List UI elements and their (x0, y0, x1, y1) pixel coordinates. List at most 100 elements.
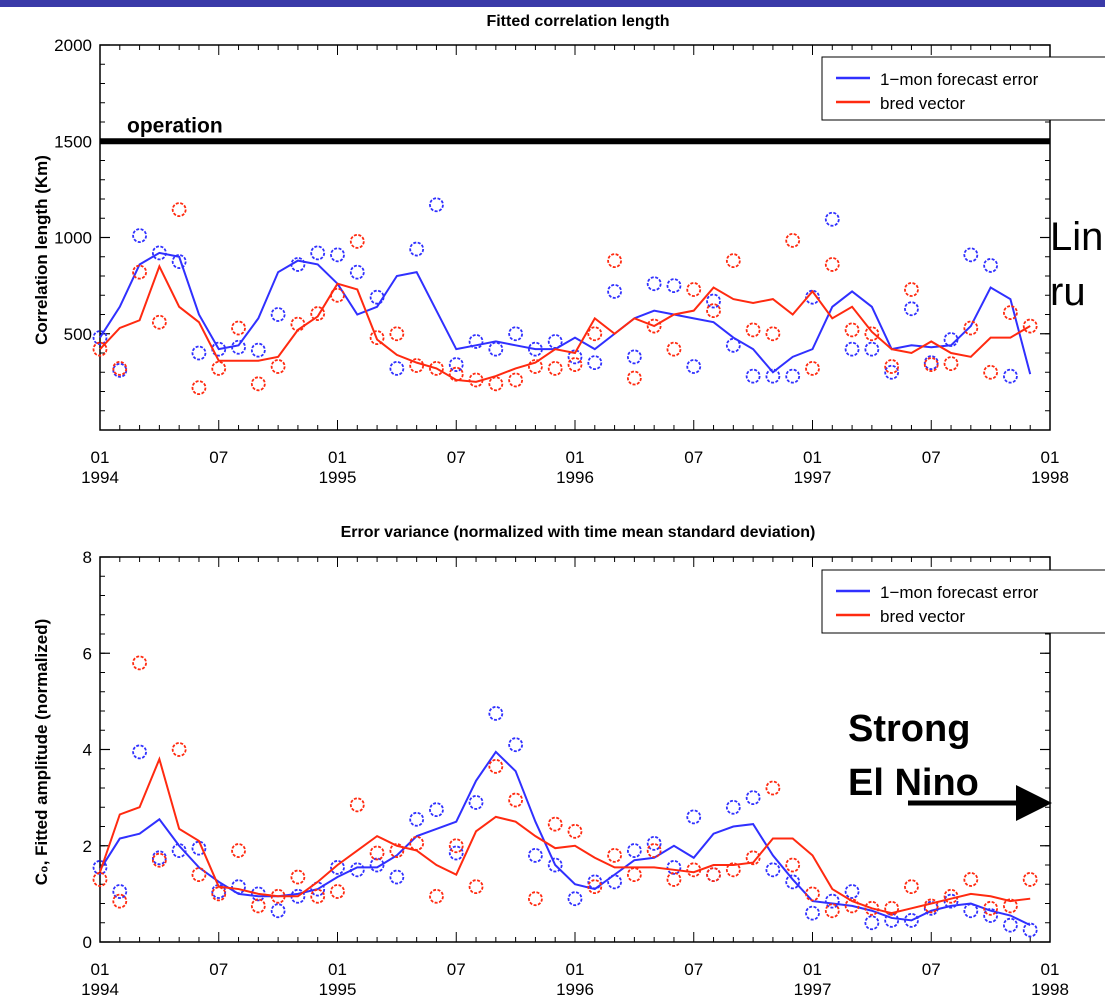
data-point-red (567, 357, 583, 372)
data-point-red (666, 872, 682, 887)
data-point-red (468, 372, 484, 388)
data-point-red (884, 359, 900, 374)
data-point-red (646, 843, 662, 858)
x-tick-label-month: 01 (328, 448, 347, 467)
data-point-blue (429, 802, 444, 818)
data-point-red (270, 359, 286, 374)
data-point-blue (943, 332, 959, 347)
data-point-red (112, 360, 128, 376)
data-point-red (171, 742, 187, 757)
data-point-red (844, 322, 860, 338)
top-title-bar (0, 0, 1105, 7)
data-point-red (488, 758, 504, 774)
data-point-blue (369, 857, 385, 873)
data-point-red (389, 326, 405, 342)
data-point-blue (963, 247, 979, 263)
x-tick-label-year: 1997 (794, 980, 832, 999)
cut-off-side-text: Lin ru (1050, 210, 1103, 320)
data-point-blue (349, 264, 365, 280)
x-tick-label-month: 07 (684, 448, 703, 467)
data-point-blue (607, 874, 622, 890)
data-point-red (508, 792, 524, 808)
data-point-red (310, 306, 326, 321)
x-tick-label-month: 01 (566, 448, 585, 467)
chart2-legend-label-red: bred vector (880, 607, 965, 626)
data-point-red (349, 797, 365, 813)
data-point-red (1003, 898, 1018, 914)
y-tick-label: 2000 (54, 36, 92, 55)
data-point-blue (231, 339, 246, 355)
chart1-title: Fitted correlation length (486, 13, 669, 30)
data-point-blue (528, 847, 543, 863)
series-line-red (99, 263, 1031, 383)
chart1-legend: 1−mon forecast error bred vector (821, 56, 1105, 121)
x-tick-label-month: 07 (447, 448, 466, 467)
data-point-blue (290, 257, 306, 272)
x-tick-label-month: 07 (209, 448, 228, 467)
data-point-red (429, 888, 444, 904)
annotation-line1: Strong (848, 708, 971, 750)
data-point-red (488, 376, 504, 392)
x-tick-label-year: 1998 (1031, 980, 1069, 999)
data-point-blue (508, 326, 524, 342)
data-point-blue (983, 258, 999, 273)
data-point-red (448, 366, 464, 382)
side-text-line2: ru (1050, 270, 1086, 314)
data-point-blue (844, 884, 860, 899)
chart1-legend-label-blue: 1−mon forecast error (880, 70, 1039, 89)
data-point-blue (1003, 917, 1018, 933)
data-point-blue (92, 330, 108, 346)
data-point-blue (151, 245, 167, 261)
data-point-red (864, 900, 880, 916)
data-point-blue (528, 341, 543, 357)
data-point-blue (666, 860, 682, 875)
data-point-blue (587, 874, 603, 890)
data-point-blue (389, 869, 405, 885)
data-point-red (567, 823, 583, 839)
data-point-red (923, 357, 939, 372)
data-point-blue (508, 737, 524, 753)
data-point-red (132, 655, 147, 671)
data-point-blue (884, 364, 900, 380)
data-point-red (369, 330, 385, 346)
data-point-red (765, 326, 781, 342)
data-point-blue (587, 355, 603, 371)
data-point-red (349, 233, 365, 249)
data-point-red (646, 318, 662, 334)
data-point-blue (330, 860, 345, 875)
data-point-blue (429, 197, 444, 213)
y-tick-label: 4 (83, 741, 92, 760)
data-point-red (983, 364, 999, 380)
data-point-red (884, 900, 900, 916)
data-point-blue (963, 903, 979, 919)
data-point-red (963, 320, 979, 336)
data-point-red (191, 380, 207, 396)
chart1-ylabel: Correlation length (Km) (32, 155, 51, 345)
data-point-blue (369, 289, 385, 305)
data-point-red (508, 372, 524, 388)
data-point-blue (785, 368, 801, 384)
data-point-blue (904, 301, 919, 317)
data-point-blue (745, 368, 761, 384)
data-point-red (587, 879, 603, 895)
y-tick-label: 500 (64, 325, 92, 344)
y-tick-label: 1000 (54, 229, 92, 248)
y-tick-label: 2 (83, 837, 92, 856)
data-point-blue (567, 349, 583, 365)
data-point-red (528, 359, 543, 374)
data-point-red (983, 900, 999, 916)
data-point-red (547, 816, 563, 832)
data-point-blue (686, 809, 702, 825)
x-tick-label-month: 07 (922, 960, 941, 979)
data-point-red (607, 847, 622, 863)
data-point-blue (626, 349, 642, 365)
data-point-red (231, 320, 246, 336)
data-point-red (409, 358, 425, 373)
data-point-blue (310, 245, 326, 261)
data-point-blue (250, 342, 266, 358)
chart2-ylabel: C₀, Fitted amplitude (normalized) (32, 619, 51, 885)
data-point-blue (607, 283, 622, 299)
data-point-blue (547, 857, 563, 873)
x-tick-label-year: 1997 (794, 468, 832, 487)
data-point-red (330, 287, 345, 303)
